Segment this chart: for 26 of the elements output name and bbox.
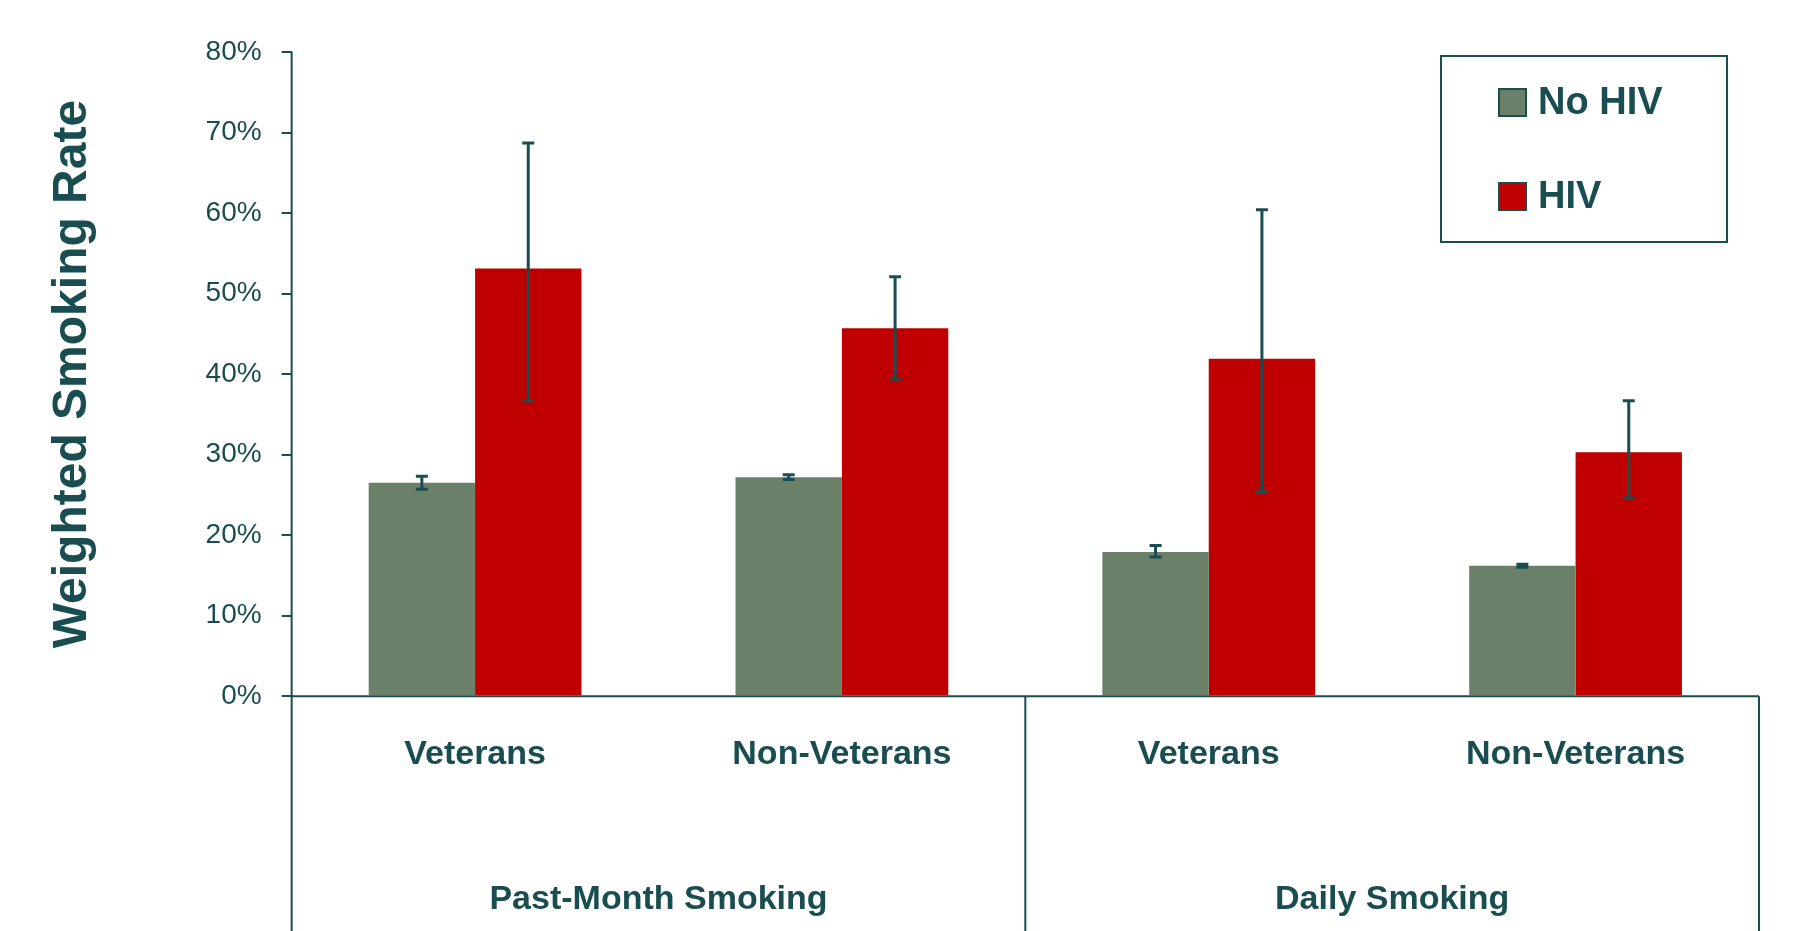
y-tick-label: 0% [221, 678, 262, 710]
y-tick-label: 30% [205, 437, 262, 469]
x-tick-label: Veterans [404, 732, 546, 771]
y-tick-label: 10% [205, 598, 262, 630]
bar [1102, 552, 1209, 696]
y-axis-title: Weighted Smoking Rate [43, 99, 97, 649]
bar [1469, 565, 1576, 696]
bar [1208, 358, 1316, 696]
x-tick-label: Veterans [1137, 732, 1280, 771]
bar [735, 477, 842, 696]
text: Past-Month Smoking [489, 878, 828, 917]
y-tick-label: 60% [205, 195, 262, 227]
bar [841, 328, 949, 696]
y-tick-label: 20% [205, 517, 262, 549]
bar [1575, 452, 1682, 696]
legend-label: HIV [1538, 174, 1602, 217]
text: Daily Smoking [1275, 878, 1510, 917]
legend-label: No HIV [1538, 80, 1664, 123]
y-tick-label: 80% [205, 34, 262, 66]
y-tick-label: 40% [205, 356, 262, 388]
x-tick-label: Non-Veterans [1465, 732, 1686, 771]
y-tick-label: 70% [205, 115, 262, 147]
bar [368, 482, 476, 696]
bar [475, 268, 582, 696]
y-tick-label: 50% [205, 276, 262, 308]
x-tick-label: Non-Veterans [732, 732, 952, 771]
